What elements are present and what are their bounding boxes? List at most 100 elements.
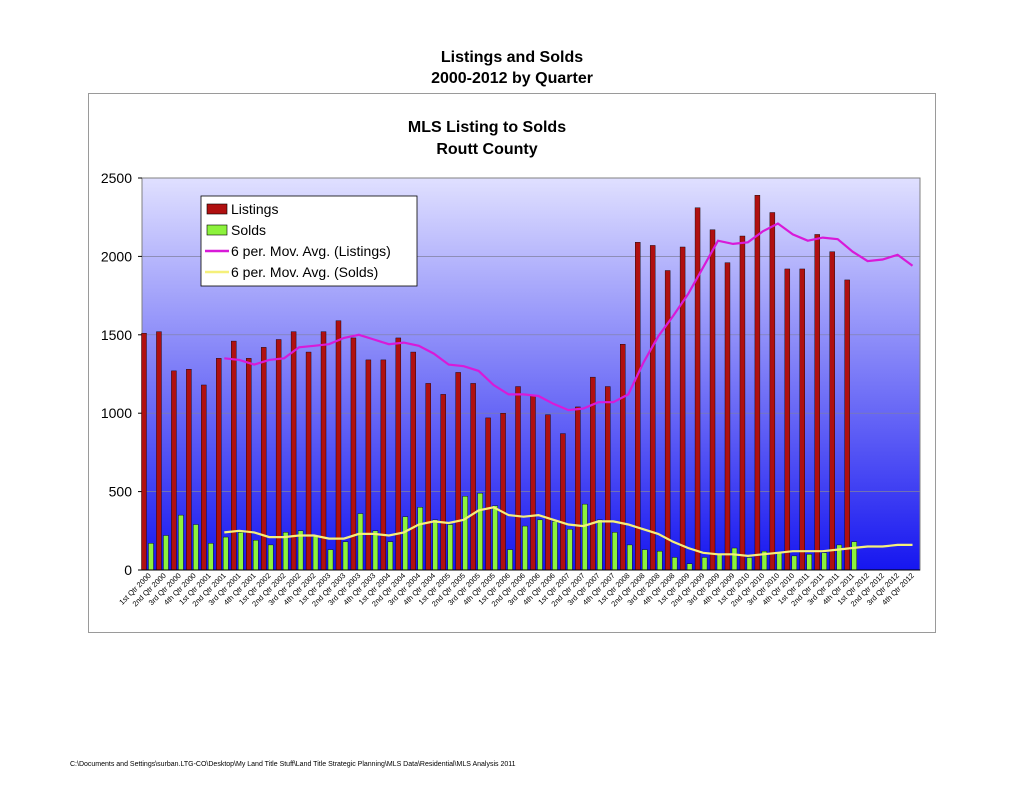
listings-bar	[620, 344, 626, 571]
solds-bar	[238, 532, 244, 571]
listings-bar	[649, 245, 656, 571]
solds-bar	[507, 549, 513, 571]
solds-bar	[432, 519, 438, 571]
listings-bar	[440, 394, 446, 571]
listings-bar	[814, 234, 820, 571]
solds-bar	[417, 507, 423, 571]
solds-bar	[746, 557, 753, 571]
listings-bar	[156, 331, 162, 571]
listings-bar	[500, 413, 506, 571]
listings-bar	[395, 337, 402, 571]
solds-bar	[567, 529, 573, 571]
solds-bar	[402, 516, 409, 571]
solds-bar	[821, 552, 827, 571]
listings-bar	[799, 268, 805, 571]
y-tick-label: 1000	[101, 405, 132, 421]
chart-title: MLS Listing to Solds	[408, 119, 566, 136]
page-title: Listings and Solds	[440, 49, 584, 66]
solds-bar	[806, 554, 812, 571]
listings-bar	[335, 320, 342, 571]
listings-bar	[575, 406, 581, 571]
y-tick-label: 0	[124, 562, 132, 578]
solds-bar	[148, 543, 154, 571]
chart-frame: MLS Listing to Solds Routt County 0 500 10…	[88, 93, 936, 633]
solds-bar	[253, 540, 259, 571]
solds-bar	[193, 524, 199, 571]
solds-bar	[522, 525, 528, 571]
listings-bar	[171, 370, 177, 571]
solds-bar	[267, 544, 274, 571]
listings-bar	[829, 251, 835, 571]
solds-bar	[163, 535, 169, 571]
solds-bar	[327, 549, 334, 571]
legend-label: Listings	[231, 201, 278, 217]
solds-bar	[387, 541, 394, 571]
solds-bar	[223, 536, 229, 571]
y-tick-label: 1500	[101, 327, 132, 343]
solds-bar	[851, 541, 857, 571]
legend-swatch-listings	[206, 203, 228, 215]
listings-bar	[275, 339, 282, 571]
listings-bar	[231, 340, 237, 571]
listings-bar	[530, 395, 536, 571]
legend-label: 6 per. Mov. Avg. (Solds)	[231, 264, 378, 280]
solds-bar	[716, 554, 723, 571]
solds-bar	[477, 492, 483, 571]
listings-bar	[784, 268, 791, 571]
solds-bar	[656, 550, 663, 571]
solds-bar	[297, 530, 304, 571]
listings-bar	[769, 212, 776, 571]
y-tick-label: 2500	[101, 170, 132, 186]
chart-svg: MLS Listing to Solds Routt County 0 500 10…	[101, 119, 921, 608]
listings-bar	[380, 359, 387, 571]
solds-bar	[597, 519, 603, 571]
y-tick-label: 2000	[101, 248, 132, 264]
listings-bar	[470, 383, 476, 571]
listings-bar	[709, 229, 716, 571]
listings-bar	[141, 333, 147, 571]
legend-swatch-solds	[206, 224, 228, 236]
solds-bar	[552, 521, 558, 571]
listings-bar	[515, 386, 521, 571]
listings-bar	[605, 386, 611, 571]
listings-bar	[694, 207, 701, 571]
solds-bar	[731, 547, 738, 571]
listings-bar	[186, 369, 192, 571]
listings-bar	[425, 383, 431, 571]
solds-bar	[208, 543, 214, 571]
solds-bar	[642, 549, 648, 571]
solds-bar	[178, 514, 184, 571]
y-axis: 0 500 1000 1500 2000 2500	[101, 170, 142, 578]
listings-bar	[305, 351, 312, 571]
solds-bar	[447, 524, 453, 571]
bars	[141, 195, 857, 571]
solds-bar	[312, 535, 319, 571]
solds-bar	[582, 503, 588, 571]
solds-bar	[537, 519, 543, 571]
solds-bar	[612, 532, 618, 571]
listings-bar	[216, 358, 222, 571]
y-tick-label: 500	[109, 484, 133, 500]
legend-label: Solds	[231, 222, 266, 238]
listings-bar	[320, 331, 327, 571]
listings-bar	[754, 195, 761, 571]
listings-bar	[560, 433, 566, 571]
legend-box	[200, 195, 418, 287]
solds-bar	[372, 530, 379, 571]
listings-bar	[290, 331, 297, 571]
listings-bar	[664, 270, 671, 571]
listings-bar	[635, 242, 641, 571]
footer-file-path: C:\Documents and Settings\surban.LTG-CO\…	[70, 761, 516, 768]
listings-bar	[485, 417, 491, 571]
listings-bar	[844, 279, 850, 571]
listings-bar	[410, 351, 416, 571]
solds-bar	[701, 557, 708, 571]
listings-bar	[365, 359, 372, 571]
listings-bar	[679, 246, 686, 571]
listings-bar	[724, 262, 731, 571]
solds-bar	[357, 513, 364, 571]
solds-moving-average-line	[224, 506, 913, 558]
listings-bar	[246, 358, 252, 571]
solds-bar	[791, 555, 798, 571]
